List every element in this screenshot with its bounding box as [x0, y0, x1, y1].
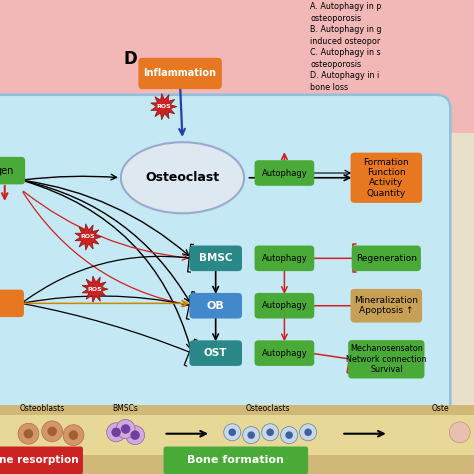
Circle shape [304, 428, 312, 436]
FancyBboxPatch shape [0, 95, 450, 431]
Circle shape [126, 426, 145, 445]
FancyBboxPatch shape [348, 340, 424, 378]
Circle shape [449, 422, 470, 443]
FancyBboxPatch shape [350, 289, 422, 323]
FancyBboxPatch shape [255, 293, 314, 319]
FancyBboxPatch shape [138, 58, 222, 89]
Text: Mineralization
Apoptosis ↑: Mineralization Apoptosis ↑ [354, 296, 419, 315]
Text: BMSC: BMSC [199, 253, 232, 264]
Text: Osteoblasts: Osteoblasts [20, 404, 65, 413]
Text: Autophagy: Autophagy [262, 169, 307, 177]
Circle shape [300, 424, 317, 441]
Circle shape [243, 427, 260, 444]
Text: Mechanosensaton
Network connection
Survival: Mechanosensaton Network connection Survi… [346, 345, 427, 374]
Text: OST: OST [204, 348, 228, 358]
Circle shape [116, 419, 135, 438]
FancyBboxPatch shape [0, 133, 474, 474]
Text: ne resorption: ne resorption [0, 455, 79, 465]
Polygon shape [151, 93, 177, 120]
Text: Autophagy: Autophagy [262, 349, 307, 357]
FancyBboxPatch shape [255, 160, 314, 186]
Circle shape [266, 428, 274, 436]
Circle shape [247, 431, 255, 439]
Text: Osteoclast: Osteoclast [146, 171, 219, 184]
Circle shape [42, 421, 63, 442]
FancyBboxPatch shape [189, 340, 242, 366]
FancyBboxPatch shape [0, 415, 474, 455]
Text: Inflammation: Inflammation [144, 68, 217, 79]
FancyBboxPatch shape [255, 246, 314, 271]
FancyBboxPatch shape [164, 447, 308, 474]
Circle shape [63, 425, 84, 446]
Ellipse shape [121, 142, 244, 213]
Circle shape [18, 423, 39, 444]
FancyBboxPatch shape [0, 0, 474, 133]
FancyBboxPatch shape [0, 405, 474, 474]
FancyBboxPatch shape [352, 246, 421, 271]
Text: ROS: ROS [87, 287, 102, 292]
FancyBboxPatch shape [189, 293, 242, 319]
Polygon shape [82, 276, 108, 302]
Circle shape [107, 423, 126, 442]
Text: Autophagy: Autophagy [262, 254, 307, 263]
Text: Bone formation: Bone formation [187, 455, 284, 465]
FancyBboxPatch shape [0, 447, 83, 474]
Circle shape [130, 430, 140, 440]
Circle shape [111, 428, 121, 437]
Circle shape [262, 424, 279, 441]
FancyBboxPatch shape [189, 246, 242, 271]
FancyBboxPatch shape [0, 157, 25, 184]
Text: gen: gen [0, 165, 14, 176]
Text: Formation
Function
Activity
Quantity: Formation Function Activity Quantity [364, 158, 409, 198]
Text: A. Autophagy in p
osteoporosis
B. Autophagy in g
induced osteopor
C. Autophagy i: A. Autophagy in p osteoporosis B. Autoph… [310, 2, 382, 91]
Text: BMSCs: BMSCs [113, 404, 138, 413]
FancyBboxPatch shape [0, 290, 24, 317]
Text: Autophagy: Autophagy [262, 301, 307, 310]
Polygon shape [75, 224, 101, 250]
Text: Regeneration: Regeneration [356, 254, 417, 263]
Circle shape [285, 431, 293, 439]
Circle shape [69, 430, 78, 440]
Circle shape [121, 424, 130, 434]
Circle shape [24, 429, 33, 438]
Text: ROS: ROS [80, 235, 95, 239]
Text: D: D [123, 50, 137, 68]
Text: OB: OB [207, 301, 225, 311]
Text: Osteoclasts: Osteoclasts [246, 404, 290, 413]
Circle shape [281, 427, 298, 444]
Text: ROS: ROS [156, 104, 171, 109]
Text: Oste: Oste [432, 404, 450, 413]
Circle shape [228, 428, 236, 436]
Circle shape [224, 424, 241, 441]
FancyBboxPatch shape [350, 153, 422, 203]
Circle shape [47, 427, 57, 436]
FancyBboxPatch shape [255, 340, 314, 366]
